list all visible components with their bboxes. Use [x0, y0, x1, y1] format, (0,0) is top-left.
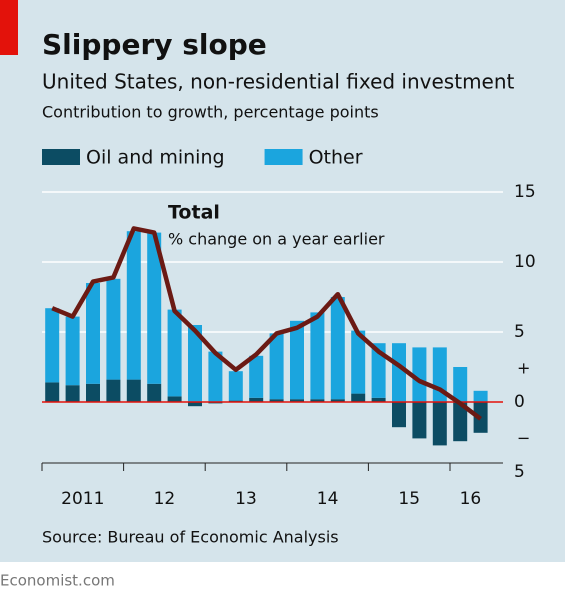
- bar: [188, 325, 202, 402]
- bar: [45, 382, 60, 402]
- bar: [86, 383, 100, 402]
- x-tick-label: 12: [154, 489, 176, 509]
- bar: [65, 316, 80, 386]
- bar: [167, 309, 182, 397]
- x-tick-label: 16: [460, 489, 482, 509]
- bar: [208, 351, 223, 402]
- total-line: [51, 226, 482, 421]
- bar: [392, 402, 406, 428]
- bar: [269, 333, 284, 400]
- sign-label: −: [517, 429, 530, 448]
- bar: [453, 402, 468, 442]
- bar: [412, 402, 427, 439]
- bar: [330, 297, 345, 400]
- y-tick-label: 5: [514, 322, 525, 342]
- bar: [249, 355, 264, 398]
- bar: [188, 402, 202, 407]
- bar: [86, 283, 100, 384]
- chart-title: Slippery slope: [42, 28, 267, 61]
- y-tick-label: 5: [514, 462, 525, 482]
- legend-label: Oil and mining: [86, 147, 225, 169]
- bar: [392, 343, 406, 402]
- bar: [126, 379, 141, 402]
- bar: [453, 367, 468, 402]
- x-tick-label: 13: [235, 489, 257, 509]
- footer: Economist.com: [0, 572, 115, 590]
- bar: [473, 390, 488, 402]
- bar: [269, 399, 284, 402]
- bar: [45, 308, 60, 383]
- legend-swatch: [42, 149, 80, 165]
- line-label: Total: [168, 202, 220, 224]
- bar: [412, 347, 427, 402]
- x-tick-label: 14: [317, 489, 339, 509]
- bar: [106, 379, 121, 402]
- bar: [249, 397, 264, 402]
- bar: [371, 343, 386, 398]
- source: Source: Bureau of Economic Analysis: [42, 528, 339, 547]
- bar: [290, 320, 304, 400]
- y-tick-label: 0: [514, 392, 525, 412]
- bar: [147, 383, 162, 402]
- bar: [432, 402, 447, 446]
- legend-label: Other: [309, 147, 363, 169]
- y-tick-label: 10: [514, 252, 536, 272]
- red-tab: [0, 0, 18, 55]
- bar: [167, 396, 182, 402]
- y-axis-label: Contribution to growth, percentage point…: [42, 103, 379, 122]
- bar: [290, 399, 304, 402]
- chart-subtitle: United States, non-residential fixed inv…: [42, 70, 515, 94]
- legend-swatch: [264, 149, 303, 165]
- bar: [228, 371, 243, 401]
- bar: [126, 231, 141, 380]
- line-note: % change on a year earlier: [168, 230, 385, 249]
- bar: [147, 232, 162, 384]
- sign-label: +: [517, 359, 530, 378]
- x-tick-label: 2011: [61, 489, 104, 509]
- bar: [65, 385, 80, 402]
- bar: [330, 399, 345, 402]
- bar: [371, 397, 386, 402]
- bar: [310, 399, 325, 402]
- y-tick-label: 15: [514, 182, 536, 202]
- bar: [310, 312, 325, 400]
- x-tick-label: 15: [398, 489, 420, 509]
- bar: [351, 330, 366, 394]
- bar: [106, 278, 121, 380]
- bar: [351, 393, 366, 402]
